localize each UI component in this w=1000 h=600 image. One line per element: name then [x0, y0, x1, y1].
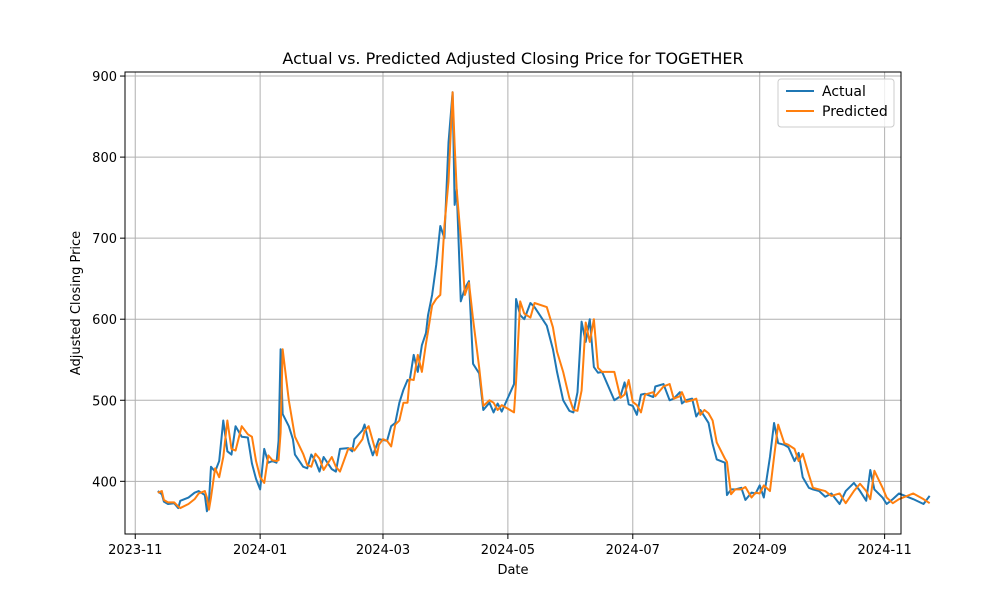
x-tick-label: 2024-03: [356, 543, 410, 558]
legend-label-actual: Actual: [822, 84, 866, 100]
x-tick-label: 2024-11: [857, 543, 911, 558]
y-tick-label: 500: [92, 394, 117, 409]
x-tick-label: 2024-05: [481, 543, 535, 558]
y-axis: 400 500 600 700 800 900: [92, 70, 125, 490]
y-tick-label: 900: [92, 70, 117, 85]
legend: Actual Predicted: [777, 78, 895, 128]
series-lines: [157, 91, 931, 513]
y-tick-label: 800: [92, 151, 117, 166]
x-axis: 2023-11 2024-01 2024-03 2024-05 2024-07 2024-…: [108, 534, 912, 558]
legend-label-predicted: Predicted: [822, 104, 888, 120]
chart-title: Actual vs. Predicted Adjusted Closing Pr…: [282, 49, 743, 68]
x-tick-label: 2024-09: [733, 543, 787, 558]
grid: [125, 72, 901, 534]
y-tick-label: 700: [92, 232, 117, 247]
x-tick-label: 2023-11: [108, 543, 162, 558]
x-tick-label: 2024-01: [233, 543, 287, 558]
x-axis-title: Date: [497, 563, 528, 578]
y-tick-label: 400: [92, 475, 117, 490]
y-axis-title: Adjusted Closing Price: [69, 231, 84, 375]
series-line-predicted: [157, 91, 931, 511]
y-tick-label: 600: [92, 313, 117, 328]
x-tick-label: 2024-07: [606, 543, 660, 558]
plot-area-frame: [124, 71, 902, 535]
